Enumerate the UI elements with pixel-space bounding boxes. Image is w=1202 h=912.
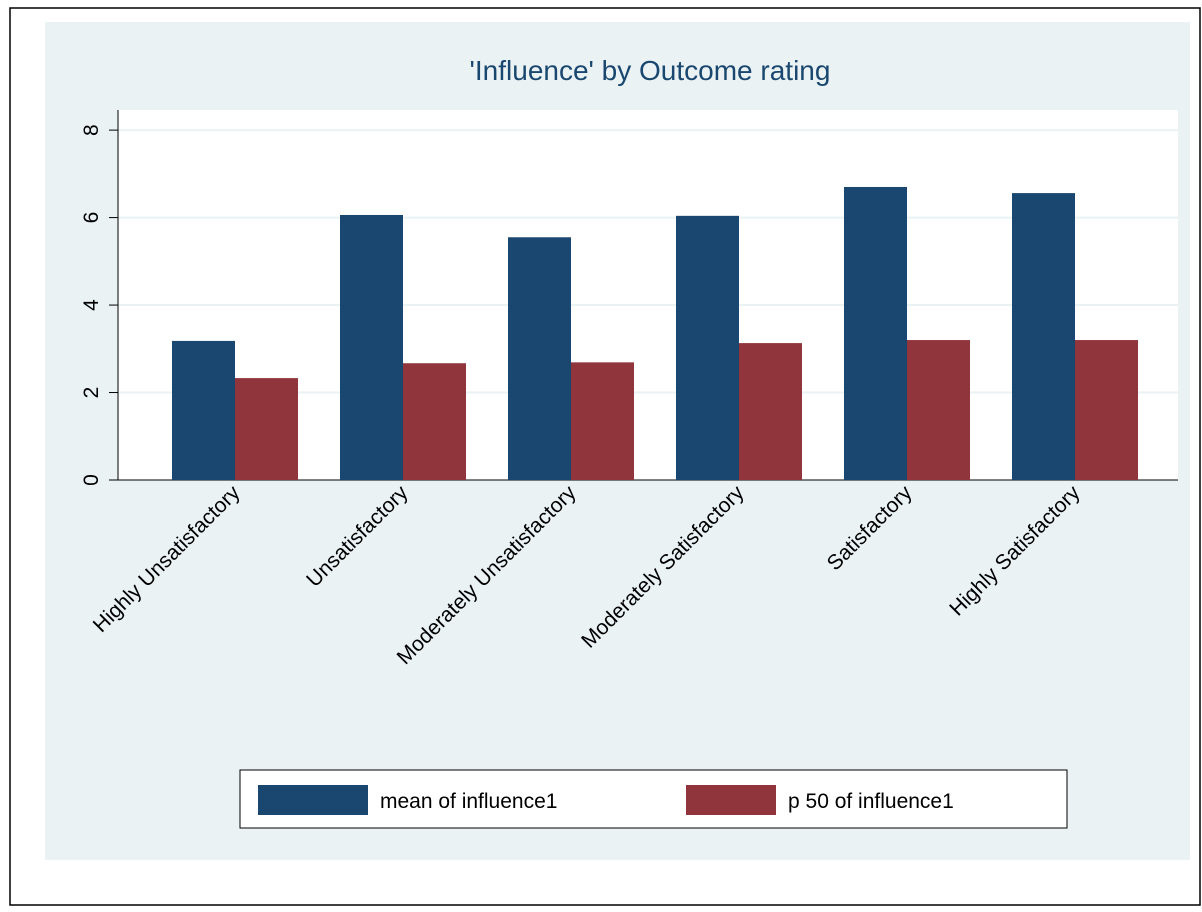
legend-label: p 50 of influence1 (788, 790, 954, 813)
legend-label: mean of influence1 (380, 790, 557, 813)
y-tick-label: 6 (80, 212, 103, 224)
y-tick-label: 8 (80, 124, 103, 136)
bar (571, 362, 634, 480)
bar (340, 214, 403, 480)
bar (907, 340, 970, 480)
bar (739, 343, 802, 480)
bar (1075, 340, 1138, 480)
legend (239, 769, 1068, 829)
y-tick-label: 0 (80, 474, 103, 486)
bar (235, 378, 298, 480)
bar (844, 186, 907, 480)
bar (172, 340, 235, 480)
legend-swatch (686, 785, 776, 815)
bar (403, 363, 466, 480)
bar (508, 237, 571, 480)
y-tick-label: 4 (80, 299, 103, 311)
bar (1012, 193, 1075, 480)
legend-swatch (258, 785, 368, 815)
bar (676, 215, 739, 481)
chart-title: 'Influence' by Outcome rating (470, 55, 831, 86)
y-tick-label: 2 (80, 387, 103, 399)
